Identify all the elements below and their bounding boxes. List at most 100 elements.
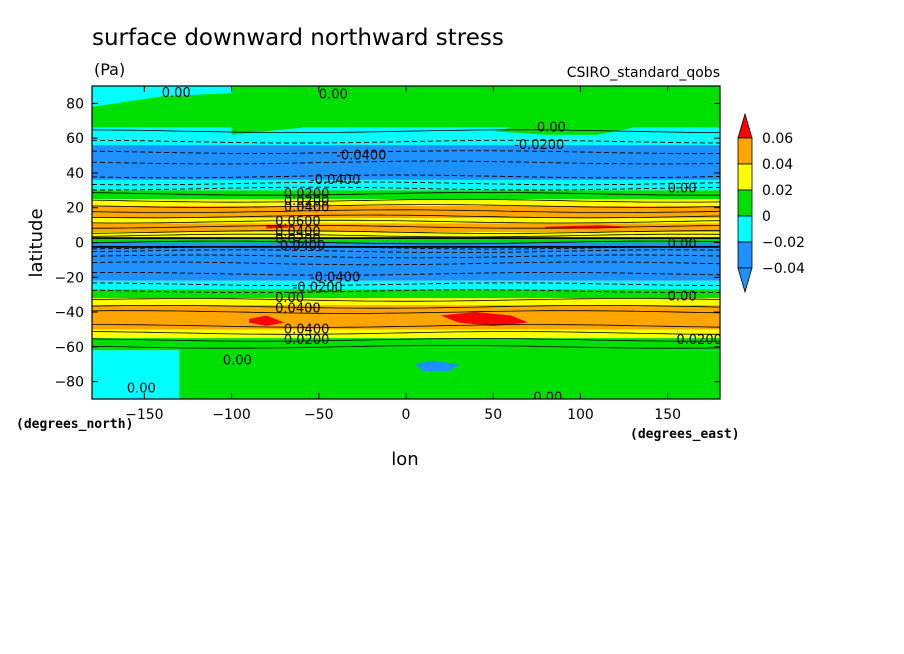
y-tick-label-6: 40 [66, 166, 84, 182]
x-axis-label: lon [391, 449, 418, 470]
y-tick-label-1: −60 [54, 340, 84, 356]
contour-band-4 [92, 179, 720, 191]
contour-label-25: 0.00 [533, 390, 562, 405]
contour-line-solid-0 [92, 129, 720, 133]
contour-label-6: 0.0200 [284, 187, 330, 202]
contour-label-7: 0.0200 [284, 194, 330, 209]
contour-label-16: -0.0200 [293, 281, 343, 296]
y-axis: −80 −60 −40 −20 0 20 40 60 80 [54, 96, 720, 391]
y-tick-label-3: −20 [54, 270, 84, 286]
y-units-label: (degrees_north) [16, 417, 133, 432]
colorbar-tick-label-1: −0.02 [762, 235, 805, 251]
contour-label-14: 0.00 [668, 237, 697, 252]
y-tick-label-4: 0 [75, 236, 84, 252]
contour-label-17: 0.00 [275, 291, 304, 306]
filled-contour-patches [92, 86, 720, 399]
contour-line-solid-14 [92, 324, 720, 328]
contour-band-14 [92, 280, 720, 290]
contour-line-solid-8 [92, 230, 720, 234]
contour-line-solid-11 [92, 298, 720, 302]
contour-patch-8 [414, 360, 459, 372]
contour-patch-5 [440, 312, 529, 326]
y-tick-label-8: 80 [66, 96, 84, 112]
contour-label-11: 0.0200 [275, 232, 321, 247]
contour-line-dashed-9 [92, 261, 720, 266]
colorbar-legend: −0.04 −0.02 0 0.02 0.04 0.06 [737, 112, 805, 294]
contour-line-solid-16 [92, 338, 720, 342]
contour-label-1: 0.00 [319, 88, 348, 103]
contour-band-13 [92, 252, 720, 281]
contour-line-dashed-5 [92, 186, 720, 191]
contour-label-12: -0.0400 [275, 239, 325, 254]
contour-label-23: 0.00 [223, 354, 252, 369]
contour-band-6 [92, 199, 720, 206]
x-tick-label-1: −100 [212, 407, 250, 423]
contour-line-dashed-10 [92, 271, 720, 276]
contour-label-22: 0.0200 [676, 333, 722, 348]
x-tick-label-6: 150 [654, 407, 681, 423]
y-tick-label-5: 20 [66, 201, 84, 217]
contour-label-13: 0.00 [668, 182, 697, 197]
colorbar-tick-label-3: 0.02 [762, 183, 793, 199]
contour-label-10: 0.0400 [275, 225, 321, 240]
colorbar-swatch-3 [737, 215, 753, 243]
contour-label-20: 0.0200 [284, 333, 330, 348]
y-tick-label-2: −40 [54, 305, 84, 321]
contour-line-solid-1 [92, 192, 720, 196]
contour-label-18: 0.0400 [275, 302, 321, 317]
contour-line-dashed-12 [92, 289, 720, 294]
contour-line-dashed-0 [92, 139, 720, 144]
contour-line-solid-10 [92, 240, 720, 245]
contour-band-15 [92, 289, 720, 299]
contour-line-dashed-8 [92, 254, 720, 259]
colorbar-swatch-4 [737, 241, 753, 269]
dataset-label: CSIRO_standard_qobs [567, 65, 720, 81]
contour-line-solid-3 [92, 204, 720, 208]
contour-line-solid-12 [92, 304, 720, 309]
y-tick-label-7: 60 [66, 131, 84, 147]
x-tick-label-4: 50 [484, 407, 502, 423]
y-axis-label: latitude [26, 208, 47, 277]
contour-label-8: 0.0400 [284, 201, 330, 216]
contour-line-solid-9 [92, 233, 720, 238]
plot-area: 0.00 0.000.00-0.0200-0.0400-0.04000.02000… [92, 86, 722, 405]
contour-patch-10 [92, 245, 720, 248]
contour-line-solid-4 [92, 209, 720, 213]
x-axis: −150 −100 −50 0 50 100 150 [125, 86, 681, 423]
contour-label-3: -0.0200 [514, 138, 564, 153]
contour-band-7 [92, 205, 720, 219]
contour-label-2: 0.00 [537, 121, 566, 136]
contour-line-solid-7 [92, 225, 720, 229]
contour-label-24: 0.00 [127, 382, 156, 397]
contour-band-9 [92, 223, 720, 233]
contour-label-21: 0.00 [668, 289, 697, 304]
contour-band-5 [92, 190, 720, 200]
contour-label-5: -0.0400 [310, 173, 360, 188]
contour-line-solid-17 [92, 345, 720, 349]
contour-label-19: 0.0400 [284, 322, 330, 337]
contour-line-dashed-3 [92, 174, 720, 179]
colorbar-under-arrow [737, 267, 753, 294]
contour-line-dashed-4 [92, 181, 720, 186]
colorbar-over-arrow [737, 112, 753, 139]
colorbar-tick-label-4: 0.04 [762, 157, 793, 173]
contour-line-dashed-1 [92, 150, 720, 154]
contour-band-1 [92, 127, 720, 139]
contour-line-dashed-11 [92, 282, 720, 287]
x-units-label: (degrees_east) [630, 427, 740, 442]
chart-title: surface downward northward stress [92, 25, 504, 51]
x-tick-label-3: 0 [402, 407, 411, 423]
x-tick-label-2: −50 [304, 407, 334, 423]
contour-line-dashed-6 [92, 245, 720, 250]
contour-line-solid-5 [92, 214, 720, 219]
contour-line-solid-2 [92, 199, 720, 203]
contour-band-11 [92, 237, 720, 243]
contour-line-solid-6 [92, 219, 720, 224]
chart-units: (Pa) [94, 60, 125, 79]
colorbar-tick-label-5: 0.06 [762, 131, 793, 147]
contour-line-dashed-7 [92, 249, 720, 254]
x-tick-label-0: −150 [125, 407, 163, 423]
contour-lines [92, 129, 720, 349]
contour-line-solid-13 [92, 310, 720, 314]
